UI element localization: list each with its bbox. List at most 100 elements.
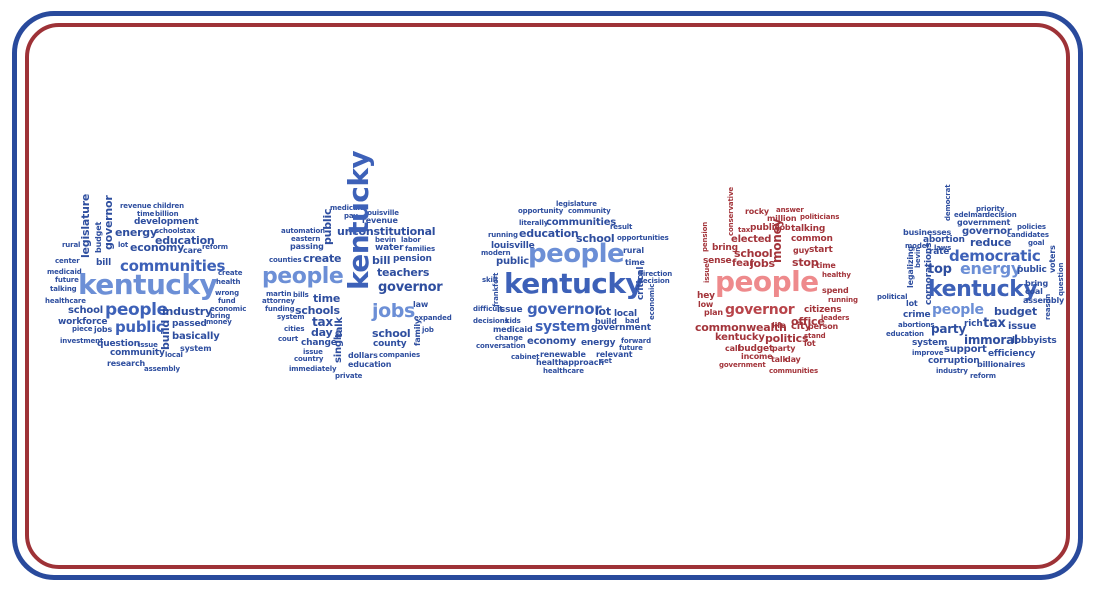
word-democrat: democrat — [944, 184, 952, 221]
word-martin: martin — [266, 290, 292, 298]
word-system: system — [912, 338, 948, 348]
word-revenue: revenue — [362, 216, 398, 225]
word-build: build — [595, 317, 617, 326]
word-frankfort: frankfort — [492, 272, 500, 307]
word-people: people — [715, 265, 819, 298]
word-healthcare: healthcare — [45, 297, 86, 305]
word-companies: companies — [379, 351, 421, 359]
word-opportunity: opportunity — [518, 207, 564, 215]
word-economy: economy — [527, 336, 577, 347]
word-businesses: businesses — [903, 228, 952, 237]
word-tax: tax — [312, 315, 333, 329]
word-plan: plan — [704, 308, 723, 317]
word-hey: hey — [697, 291, 715, 301]
word-talking: talking — [791, 224, 826, 234]
word-kentucky: kentucky — [342, 150, 375, 290]
word-education: education — [155, 234, 215, 247]
word-direction: direction — [638, 270, 673, 278]
word-reason: reason — [1044, 293, 1052, 320]
word-reform: reform — [202, 243, 228, 251]
word-medicaid: medicaid — [493, 325, 533, 334]
word-elected: elected — [731, 234, 772, 245]
word-energy: energy — [581, 338, 616, 348]
word-cities: cities — [284, 325, 305, 333]
word-stand: stand — [804, 332, 826, 340]
word-children: children — [153, 202, 185, 210]
word-tax: tax — [738, 226, 751, 234]
word-community: community — [568, 207, 611, 215]
word-create: create — [303, 252, 342, 265]
word-school: school — [372, 327, 411, 340]
word-issue: issue — [703, 263, 711, 283]
word-goal: goal — [1028, 239, 1045, 247]
word-lot: lot — [906, 299, 918, 308]
word-issue: issue — [1008, 321, 1037, 332]
word-crime: crime — [903, 310, 931, 320]
word-local: local — [165, 351, 183, 359]
word-people: people — [932, 302, 984, 318]
word-voters: voters — [1048, 245, 1057, 273]
word-people: people — [105, 300, 168, 320]
word-health: health — [216, 278, 241, 286]
word-governor: governor — [527, 300, 602, 318]
word-system: system — [277, 313, 305, 321]
word-person: person — [808, 322, 839, 331]
word-community: community — [110, 348, 165, 358]
word-piece: piece — [72, 325, 93, 333]
word-energy: energy — [960, 259, 1021, 278]
word-policies: policies — [1017, 223, 1046, 231]
word-governor: governor — [962, 226, 1012, 237]
word-immoral: immoral — [964, 333, 1018, 347]
word-passed: passed — [172, 319, 207, 329]
outer-frame — [12, 11, 1083, 580]
word-research: research — [107, 359, 146, 368]
word-cabinet: cabinet — [511, 353, 540, 361]
word-time: time — [816, 261, 836, 270]
word-investment: investment — [60, 337, 104, 345]
word-communities: communities — [546, 217, 617, 228]
word-pension: pension — [701, 221, 709, 252]
word-industry: industry — [936, 367, 968, 375]
word-louisville: louisville — [491, 241, 535, 251]
word-literally: literally — [519, 219, 549, 227]
word-critical: critical — [636, 266, 646, 300]
word-rural: rural — [62, 241, 81, 249]
word-opportunities: opportunities — [617, 234, 669, 242]
word-pay: pay — [344, 212, 358, 220]
word-renewable: renewable — [540, 350, 586, 359]
word-local: local — [614, 309, 637, 319]
word-budget: budget — [994, 305, 1037, 318]
word-talking: talking — [50, 285, 77, 293]
word-basically: basically — [172, 331, 220, 342]
word-lot: lot — [118, 241, 129, 249]
word-public: public — [496, 256, 530, 267]
word-start: start — [809, 245, 833, 255]
word-party: party — [931, 322, 966, 336]
word-reform: reform — [970, 372, 996, 380]
word-revenue: revenue — [120, 202, 152, 210]
word-priority: priority — [976, 205, 1005, 213]
word-time: time — [137, 210, 155, 218]
word-support: support — [944, 344, 987, 355]
word-education: education — [348, 360, 392, 369]
word-county: county — [373, 339, 407, 349]
word-time: time — [625, 258, 645, 267]
word-budget: budget — [738, 344, 774, 354]
word-improve: improve — [912, 349, 944, 357]
word-unconstitutional: unconstitutional — [337, 225, 436, 238]
word-conversation: conversation — [476, 342, 526, 350]
word-bill: bill — [96, 258, 111, 268]
word-citizens: citizens — [804, 305, 842, 315]
word-system: system — [180, 344, 212, 353]
word-healthy: healthy — [822, 271, 851, 279]
word-income: income — [741, 352, 773, 361]
word-bevin: bevin — [914, 246, 922, 268]
word-governor: governor — [378, 280, 443, 295]
word-water: water — [375, 243, 404, 253]
word-issue: issue — [497, 305, 523, 315]
word-relevant: relevant — [596, 350, 633, 359]
word-time: time — [313, 292, 341, 305]
word-difficult: difficult — [473, 305, 503, 313]
word-kids: kids — [505, 317, 521, 325]
